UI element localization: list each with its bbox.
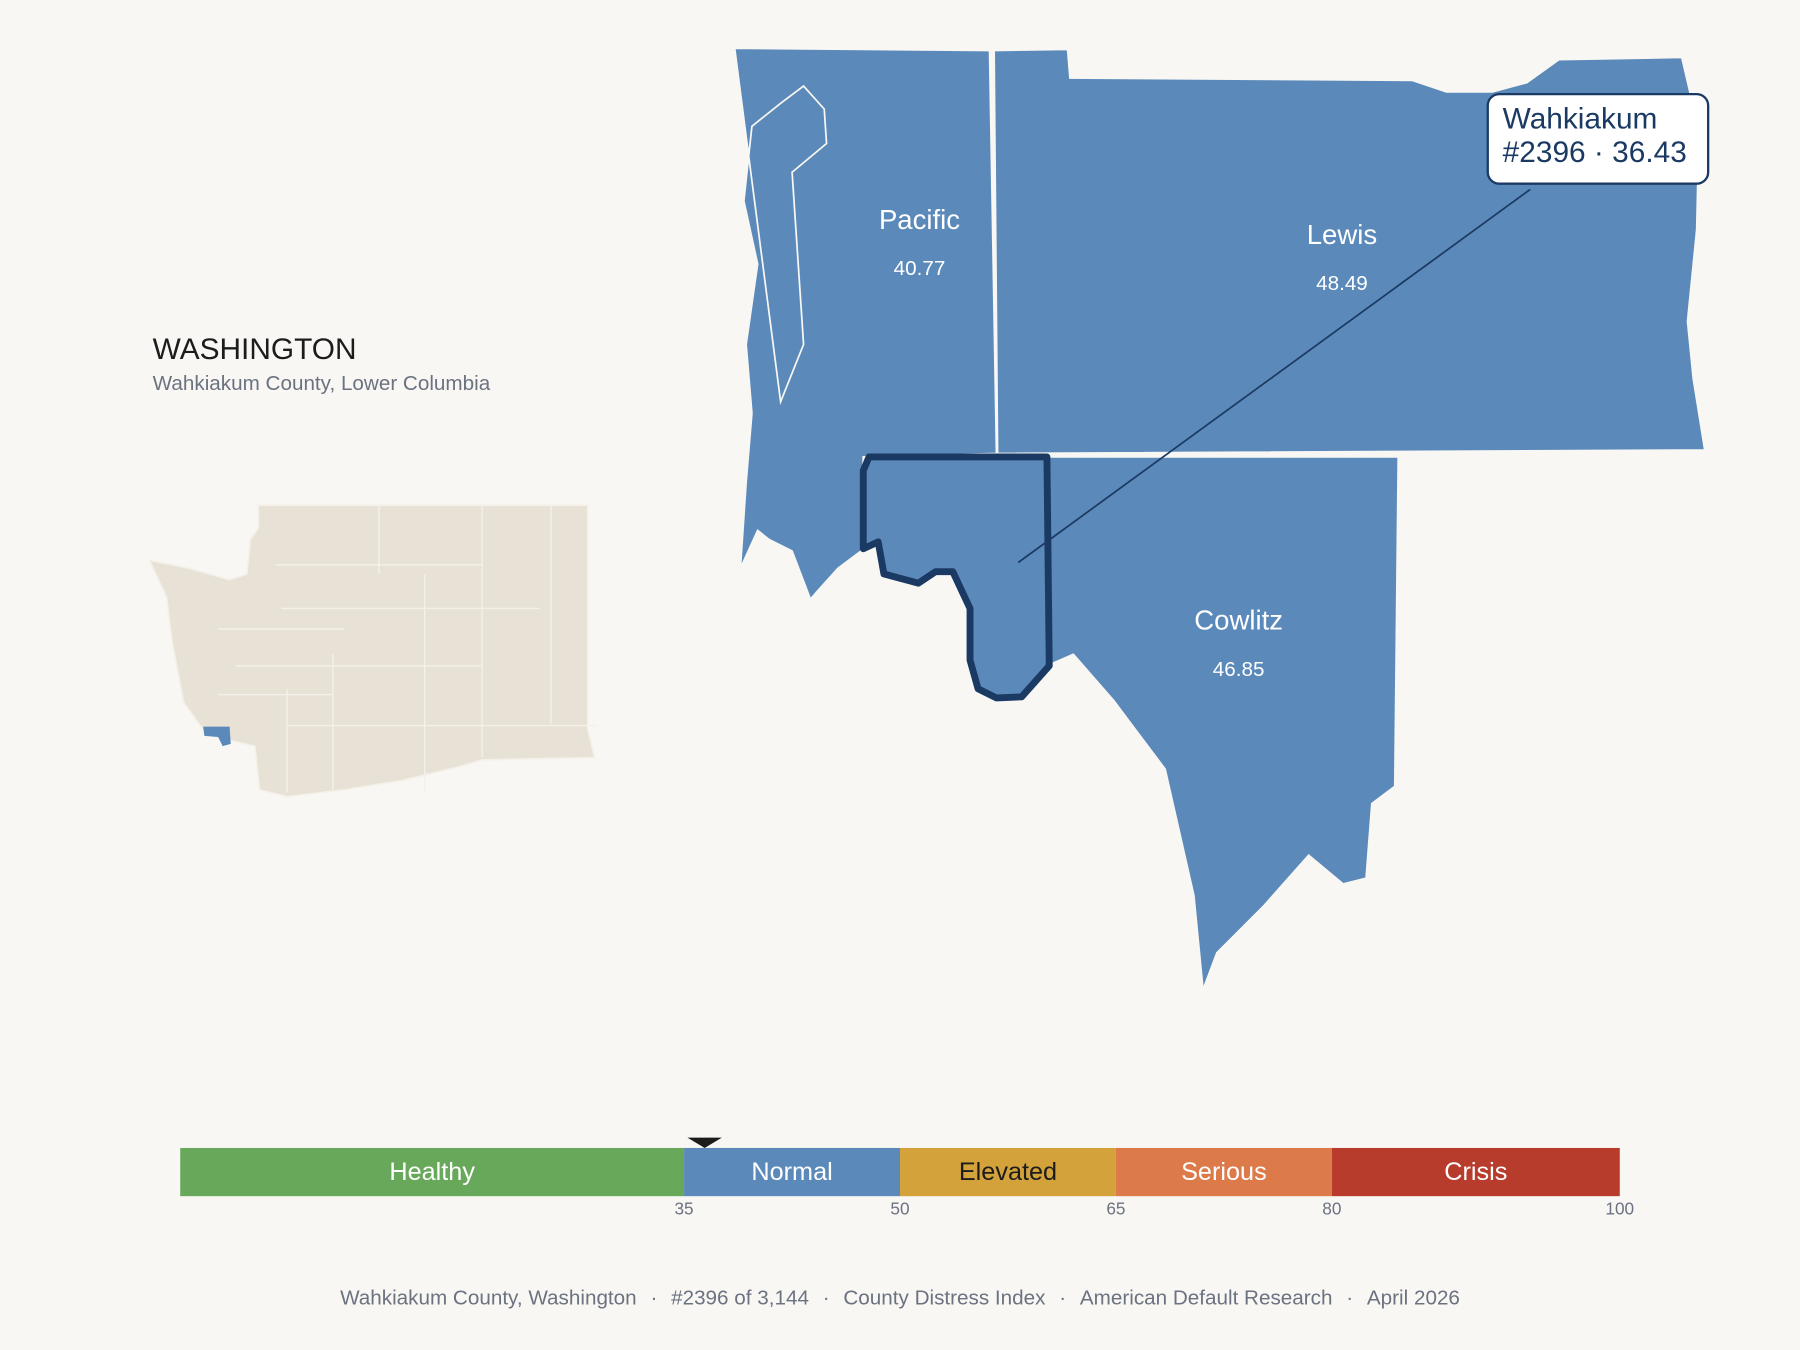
tick-label: 65 bbox=[1106, 1198, 1125, 1218]
footer-item: Wahkiakum County, Washington bbox=[340, 1287, 637, 1310]
segment-label: Elevated bbox=[959, 1158, 1057, 1186]
distress-scale: Healthy Normal Elevated Serious Crisis 35 50 65… bbox=[180, 1137, 1634, 1218]
footer-item: #2396 of 3,144 bbox=[671, 1287, 809, 1310]
county-value: 40.77 bbox=[894, 257, 946, 280]
footer-separator: · bbox=[823, 1287, 830, 1310]
callout-separator: · bbox=[1594, 136, 1604, 169]
county-labels: Pacific 40.77 Lewis 48.49 Cowlitz 46.85 bbox=[879, 204, 1377, 681]
footer-separator: · bbox=[1059, 1287, 1066, 1310]
callout-name: Wahkiakum bbox=[1503, 102, 1658, 135]
county-name: Lewis bbox=[1307, 219, 1377, 250]
county-name: Cowlitz bbox=[1194, 604, 1283, 635]
inset-highlight bbox=[203, 726, 231, 747]
scale-segment bbox=[1115, 1147, 1332, 1197]
segment-label: Crisis bbox=[1444, 1158, 1507, 1186]
footer-item: County Distress Index bbox=[843, 1287, 1046, 1310]
callout-rank: #2396 bbox=[1503, 136, 1586, 169]
score-marker bbox=[687, 1137, 722, 1148]
county-value: 46.85 bbox=[1213, 658, 1265, 681]
county-shape bbox=[1046, 456, 1400, 990]
footer-separator: · bbox=[650, 1287, 657, 1310]
callout-leader bbox=[1017, 188, 1531, 564]
callout-detail: #2396 · 36.43 bbox=[1503, 136, 1687, 169]
footer-item: American Default Research bbox=[1080, 1287, 1333, 1310]
segment-label: Healthy bbox=[389, 1158, 475, 1186]
scale-segment bbox=[180, 1147, 685, 1197]
footer-separator: · bbox=[1346, 1287, 1353, 1310]
tick-label: 50 bbox=[890, 1198, 909, 1218]
scale-segment bbox=[900, 1147, 1116, 1197]
subtitle: Wahkiakum County, Lower Columbia bbox=[153, 372, 491, 395]
footer-item: April 2026 bbox=[1367, 1287, 1460, 1310]
tick-label: 100 bbox=[1605, 1198, 1634, 1218]
county-name: Pacific bbox=[879, 204, 960, 235]
callout-score: 36.43 bbox=[1612, 136, 1687, 169]
state-inset bbox=[147, 504, 597, 798]
county-borders bbox=[218, 505, 597, 793]
segment-label: Serious bbox=[1181, 1158, 1267, 1186]
tick-label: 80 bbox=[1322, 1198, 1341, 1218]
scale-segment bbox=[684, 1147, 900, 1197]
callout-box bbox=[1486, 92, 1710, 185]
selected-county[interactable] bbox=[859, 453, 1053, 702]
tick-label: 35 bbox=[674, 1198, 693, 1218]
segment-label: Normal bbox=[751, 1158, 832, 1186]
footer: Wahkiakum County, Washington · #2396 of 3,… bbox=[340, 1287, 1460, 1310]
state-title: WASHINGTON bbox=[153, 333, 357, 366]
county-shape bbox=[733, 47, 998, 601]
county-value: 48.49 bbox=[1316, 272, 1368, 295]
scale-segment bbox=[1331, 1147, 1620, 1197]
